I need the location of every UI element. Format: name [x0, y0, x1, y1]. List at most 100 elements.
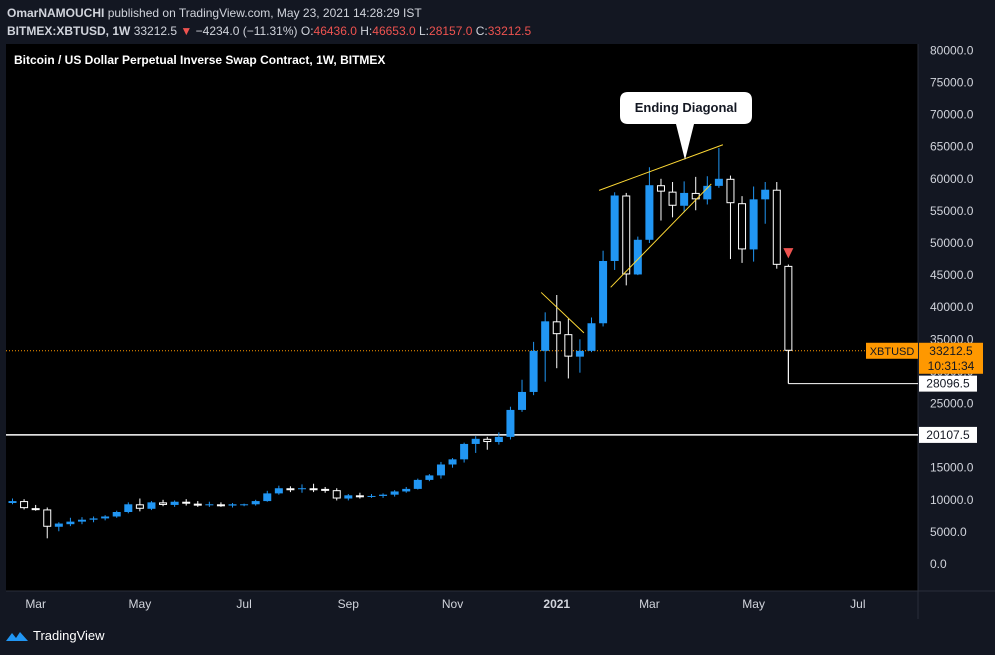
y-tick-label: 15000.0 [930, 461, 974, 475]
candle-body[interactable] [112, 511, 121, 517]
candle-body[interactable] [703, 185, 712, 200]
candle-body[interactable] [726, 178, 735, 204]
tradingview-icon [6, 631, 28, 641]
tradingview-logo[interactable]: TradingView [6, 628, 105, 643]
candle-body[interactable] [240, 504, 249, 506]
candle-body[interactable] [436, 464, 445, 476]
candle-body[interactable] [193, 503, 202, 506]
candle-body[interactable] [66, 521, 75, 525]
x-tick-label: Mar [639, 597, 660, 611]
candle-body[interactable] [54, 523, 63, 527]
candle-body[interactable] [668, 191, 677, 206]
level-tag-label: 28096.5 [926, 377, 970, 391]
candle-body[interactable] [506, 409, 515, 437]
candle-body[interactable] [749, 199, 758, 250]
candle-body[interactable] [622, 195, 631, 275]
candle-body[interactable] [390, 491, 399, 495]
candle-body[interactable] [321, 488, 330, 491]
candle-body[interactable] [263, 493, 272, 502]
candle-body[interactable] [610, 195, 619, 261]
candle-body[interactable] [228, 504, 237, 506]
candle-body[interactable] [425, 475, 434, 480]
candle-body[interactable] [101, 516, 110, 519]
candle-body[interactable] [31, 508, 40, 511]
candle-body[interactable] [367, 495, 376, 497]
high-value: 46653.0 [372, 24, 416, 38]
y-tick-label: 50000.0 [930, 236, 974, 250]
candle-body[interactable] [587, 323, 596, 351]
candle-body[interactable] [483, 438, 492, 443]
candle-body[interactable] [714, 178, 723, 186]
candle-body[interactable] [274, 488, 283, 494]
candle-body[interactable] [599, 260, 608, 324]
pattern-trendline[interactable] [610, 183, 712, 288]
candle-body[interactable] [564, 334, 573, 357]
candle-body[interactable] [575, 350, 584, 357]
candle-body[interactable] [772, 189, 781, 265]
candle-body[interactable] [448, 459, 457, 465]
ending-diagonal-callout[interactable]: Ending Diagonal [620, 92, 752, 160]
y-tick-label: 75000.0 [930, 76, 974, 90]
candle-body[interactable] [518, 391, 527, 410]
candle-body[interactable] [413, 479, 422, 489]
candle-body[interactable] [471, 438, 480, 444]
y-tick-label: 25000.0 [930, 397, 974, 411]
close-label: C: [475, 24, 488, 38]
candle-body[interactable] [656, 185, 665, 192]
x-tick-label: May [129, 597, 152, 611]
pattern-trendline[interactable] [540, 292, 585, 334]
x-tick-label: Mar [25, 597, 46, 611]
y-tick-label: 10000.0 [930, 493, 974, 507]
candle-body[interactable] [633, 239, 642, 275]
candle-body[interactable] [541, 321, 550, 351]
candle-body[interactable] [8, 501, 17, 504]
level-tag[interactable] [919, 375, 977, 392]
symbol-label[interactable]: BITMEX:XBTUSD, 1W [7, 24, 131, 38]
candle-body[interactable] [159, 502, 168, 505]
candle-body[interactable] [77, 519, 86, 522]
price-tag[interactable] [919, 342, 983, 374]
candle-body[interactable] [182, 501, 191, 504]
candle-body[interactable] [344, 495, 353, 499]
candle-body[interactable] [309, 488, 318, 491]
author-name[interactable]: OmarNAMOUCHI [7, 6, 105, 20]
candle-body[interactable] [784, 265, 793, 351]
y-tick-label: 65000.0 [930, 140, 974, 154]
y-tick-label: 55000.0 [930, 204, 974, 218]
candle-body[interactable] [738, 203, 747, 250]
candle-body[interactable] [20, 501, 29, 509]
candle-body[interactable] [216, 504, 225, 507]
candle-body[interactable] [680, 192, 689, 206]
candle-body[interactable] [135, 504, 144, 509]
candle-body[interactable] [124, 504, 133, 512]
candle-body[interactable] [332, 490, 341, 499]
y-tick-label: 70000.0 [930, 108, 974, 122]
candle-body[interactable] [402, 488, 411, 492]
candle-body[interactable] [494, 436, 503, 443]
candle-body[interactable] [251, 501, 260, 505]
candle-body[interactable] [298, 488, 306, 490]
candle-body[interactable] [761, 189, 770, 200]
candle-body[interactable] [89, 518, 98, 520]
candle-body[interactable] [43, 509, 52, 527]
candle-body[interactable] [529, 350, 538, 392]
y-tick-label: 5000.0 [930, 525, 967, 539]
level-tag[interactable] [919, 426, 977, 443]
pattern-trendline[interactable] [598, 144, 724, 191]
publish-info: OmarNAMOUCHI published on TradingView.co… [7, 6, 422, 20]
candle-body[interactable] [460, 443, 469, 460]
symbol-tag[interactable] [866, 342, 918, 359]
x-tick-label: Sep [338, 597, 360, 611]
candle-body[interactable] [147, 502, 156, 509]
x-tick-label: Jul [236, 597, 251, 611]
candle-body[interactable] [645, 185, 654, 240]
y-tick-label: 45000.0 [930, 268, 974, 282]
candle-body[interactable] [355, 495, 364, 498]
candle-body[interactable] [170, 501, 179, 505]
candle-body[interactable] [552, 321, 561, 335]
plot-area[interactable] [6, 44, 918, 591]
candle-body[interactable] [205, 504, 214, 506]
candle-body[interactable] [379, 494, 388, 496]
candle-body[interactable] [286, 488, 295, 491]
